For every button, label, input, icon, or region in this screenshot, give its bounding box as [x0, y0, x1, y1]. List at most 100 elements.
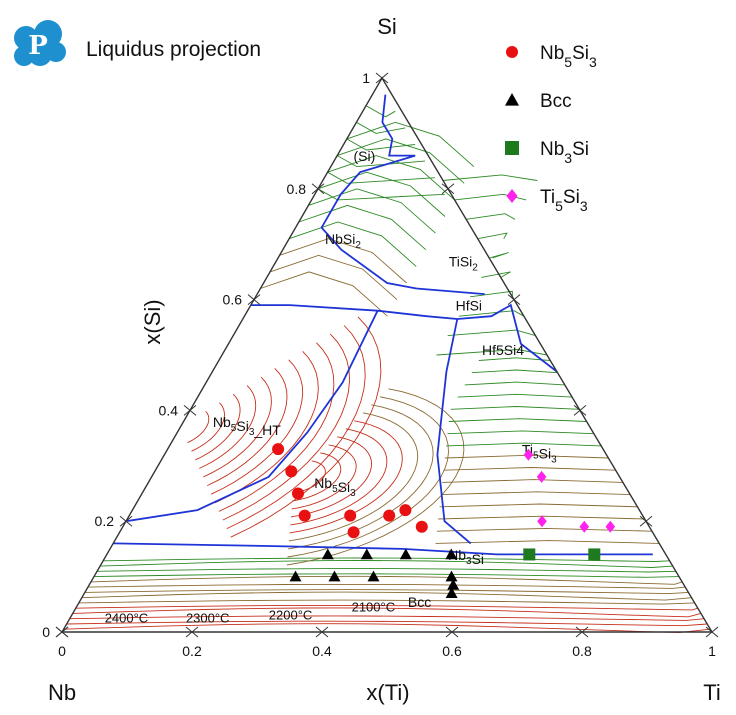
isotherm-line	[466, 213, 516, 220]
isotherm-line	[317, 171, 446, 217]
isotherm-line	[442, 174, 538, 181]
isotherm-line	[87, 583, 686, 589]
data-point-ti5si3	[579, 520, 590, 533]
data-point-bcc	[321, 548, 334, 560]
y-tick-mark	[311, 183, 325, 195]
isotherm-line	[195, 393, 241, 461]
isotherm-line	[440, 491, 631, 496]
y-tick-label: 1	[362, 70, 370, 86]
y-tick-mark	[183, 405, 197, 416]
data-point-nb5si3	[347, 526, 360, 539]
data-point-nb5si3	[298, 509, 311, 522]
isotherm-line	[260, 271, 388, 317]
isotherm-line	[471, 369, 558, 374]
svg-text:P: P	[28, 31, 48, 61]
data-point-nb5si3	[272, 443, 285, 456]
data-point-nb5si3	[399, 504, 412, 517]
isotherm-line	[210, 359, 304, 495]
right-tick-mark	[441, 183, 455, 195]
isotherm-line	[222, 333, 351, 521]
isotherm-line	[78, 599, 695, 605]
corner-label-top: Si	[377, 14, 397, 39]
y-tick-label: 0	[42, 624, 50, 640]
phase-boundary	[250, 304, 458, 320]
isotherm-line	[489, 252, 509, 259]
phase-boundary	[436, 318, 472, 545]
region-label: NbSi2	[325, 231, 361, 251]
chart-title: Liquidus projection	[86, 38, 261, 61]
isotherm-line	[447, 430, 594, 435]
data-point-nb5si3	[285, 465, 298, 478]
isotherm-line	[84, 589, 689, 595]
data-point-nb5si3	[383, 509, 396, 522]
isotherm-line	[207, 368, 288, 487]
ternary-frame	[60, 76, 714, 633]
isotherm-line	[290, 436, 373, 518]
isotherm-line	[100, 560, 673, 568]
isotherm-line	[203, 376, 272, 478]
isotherm-label: 2200°C	[269, 608, 313, 623]
data-point-ti5si3	[605, 520, 616, 533]
isotherm-line	[66, 620, 708, 627]
isotherm-line	[356, 121, 406, 134]
isotherm-line	[436, 349, 548, 356]
isotherm-line	[436, 527, 652, 532]
phase-boundary	[320, 154, 417, 290]
isotherm-line	[69, 615, 705, 621]
region-label: TiSi2	[449, 253, 479, 273]
isotherm-line	[298, 204, 427, 251]
isotherm-line	[346, 138, 416, 151]
data-point-bcc	[445, 587, 458, 599]
isotherm-line	[226, 325, 366, 530]
region-label: Bcc	[408, 594, 431, 610]
isotherm-line	[291, 444, 357, 510]
phase-boundaries	[113, 94, 653, 556]
isotherm-line	[481, 271, 511, 278]
phase-boundary	[457, 303, 558, 373]
isotherm-line	[75, 604, 698, 611]
isotherm-line	[443, 467, 616, 471]
isotherm-label: 2400°C	[105, 610, 149, 625]
isotherm-line	[435, 540, 660, 544]
isotherm-line	[214, 350, 319, 504]
phase-boundary	[381, 94, 416, 157]
legend-label: Bcc	[540, 91, 572, 112]
y-tick-label: 0.4	[159, 402, 179, 418]
y-tick-mark	[247, 294, 261, 305]
corner-label-right: Ti	[703, 680, 721, 705]
isotherm-line	[478, 357, 551, 361]
isotherm-line	[327, 171, 435, 184]
isotherm-line	[317, 188, 445, 201]
y-axis-title: x(Si)	[140, 299, 165, 344]
data-point-nb3si	[588, 548, 601, 561]
axis-ticks: 0 0.2 0.4 0.6 0.8 1 0 0.2 0.4 0.6 0.8 1	[42, 70, 719, 659]
isotherm-line	[292, 452, 342, 502]
isotherm-line	[442, 479, 623, 483]
x-tick-label: 0.2	[182, 643, 202, 659]
legend-marker-nb3si	[505, 141, 519, 155]
x-tick-mark	[185, 626, 199, 638]
data-point-bcc	[445, 570, 458, 582]
x-axis-title: x(Ti)	[366, 680, 409, 705]
data-point-bcc	[447, 578, 460, 590]
phase-boundary	[113, 542, 653, 556]
isotherm-line	[477, 232, 508, 240]
data-point-nb3si	[523, 548, 536, 561]
y-tick-mark	[119, 515, 133, 527]
region-label: (Si)	[354, 148, 376, 164]
triangle-outline	[60, 76, 714, 633]
data-point-ti5si3	[523, 448, 534, 461]
isotherm-label: 2100°C	[352, 599, 396, 614]
isotherm-line	[81, 591, 692, 601]
right-tick-mark	[573, 405, 587, 416]
legend-marker-bcc	[505, 93, 519, 106]
legend-marker-ti5si3	[506, 189, 518, 203]
legend-marker-nb5si3	[506, 46, 518, 58]
phase-boundary	[416, 287, 485, 295]
data-point-bcc	[360, 548, 373, 560]
isotherm-label: 2300°C	[186, 610, 230, 625]
isotherm-line	[448, 418, 587, 422]
isotherm-line	[72, 607, 702, 618]
x-tick-mark	[575, 626, 589, 638]
